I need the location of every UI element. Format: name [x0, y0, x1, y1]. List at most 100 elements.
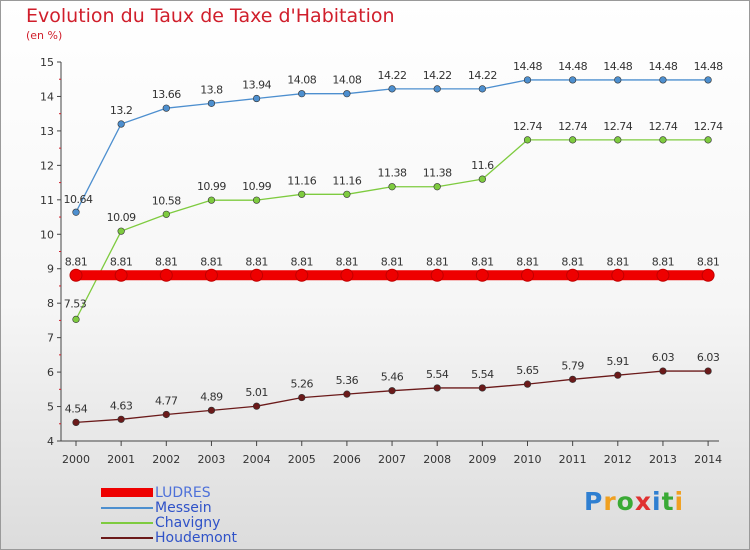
data-label: 14.08: [332, 74, 361, 87]
data-label: 5.79: [561, 359, 584, 372]
x-tick-label: 2005: [288, 453, 316, 466]
data-label: 8.81: [471, 255, 494, 268]
y-tick-label: 12: [40, 159, 54, 172]
data-label: 8.81: [200, 255, 223, 268]
data-label: 8.81: [516, 255, 539, 268]
data-label: 12.74: [513, 120, 542, 133]
data-point: [298, 393, 306, 402]
data-label: 8.81: [697, 255, 720, 268]
y-tick-label: 11: [40, 194, 54, 207]
y-tick-label: 13: [40, 125, 54, 138]
data-point: [114, 268, 128, 282]
data-label: 5.26: [291, 378, 314, 391]
data-point: [611, 268, 625, 282]
data-label: 8.81: [426, 255, 449, 268]
data-point: [701, 268, 715, 282]
data-point: [569, 375, 577, 383]
x-tick-label: 2007: [378, 453, 406, 466]
data-point: [704, 76, 712, 84]
data-point: [659, 136, 667, 144]
legend-swatch: [101, 537, 153, 539]
logo-letter: i: [674, 487, 685, 516]
data-label: 14.22: [423, 69, 452, 82]
data-point: [117, 415, 125, 423]
data-point: [298, 190, 306, 198]
data-label: 5.54: [426, 368, 449, 381]
data-label: 8.81: [381, 255, 404, 268]
data-point: [433, 85, 441, 93]
x-tick-label: 2012: [604, 453, 632, 466]
data-label: 8.81: [65, 255, 88, 268]
data-point: [72, 315, 80, 323]
x-tick-label: 2002: [152, 453, 180, 466]
chart-unit: (en %): [26, 29, 63, 42]
legend-item-houdemont: Houdemont: [101, 530, 361, 546]
data-point: [72, 208, 80, 216]
legend-swatch: [101, 488, 153, 497]
data-label: 11.16: [287, 174, 316, 187]
x-tick-label: 2010: [514, 453, 542, 466]
x-tick-label: 2003: [197, 453, 225, 466]
data-label: 14.08: [287, 74, 316, 87]
y-tick-label: 6: [47, 366, 54, 379]
data-label: 4.77: [155, 394, 178, 407]
data-point: [69, 268, 83, 282]
data-label: 11.16: [332, 174, 361, 187]
data-point: [72, 418, 80, 426]
data-label: 10.99: [197, 180, 226, 193]
data-label: 14.48: [513, 60, 542, 73]
legend-item-chavigny: Chavigny: [101, 515, 361, 531]
data-label: 6.03: [652, 351, 675, 364]
legend-label: Chavigny: [155, 515, 221, 531]
data-label: 7.53: [64, 297, 87, 310]
data-label: 10.09: [107, 211, 136, 224]
data-point: [659, 367, 667, 375]
data-point: [253, 94, 261, 103]
data-point: [659, 76, 667, 84]
legend-item-ludres: LUDRES: [101, 485, 361, 501]
data-label: 13.66: [152, 88, 181, 101]
x-tick-label: 2011: [559, 453, 587, 466]
data-point: [433, 384, 441, 392]
data-point: [162, 210, 170, 218]
x-tick-label: 2014: [694, 453, 722, 466]
data-point: [295, 268, 309, 282]
logo-letter: o: [616, 487, 635, 516]
data-point: [430, 268, 444, 282]
data-label: 14.22: [468, 69, 497, 82]
data-point: [704, 367, 712, 375]
x-tick-label: 2000: [62, 453, 90, 466]
legend-label: Messein: [155, 500, 212, 516]
data-point: [340, 268, 354, 282]
data-label: 10.99: [242, 180, 271, 193]
data-point: [250, 268, 264, 282]
data-label: 12.74: [558, 120, 587, 133]
logo-letter: i: [652, 487, 662, 516]
chart-legend: LUDRES Messein Chavigny Houdemont: [101, 485, 361, 546]
data-point: [117, 227, 125, 235]
data-label: 11.38: [423, 167, 452, 180]
data-point: [566, 268, 580, 282]
data-label: 8.81: [652, 255, 675, 268]
x-tick-label: 2004: [243, 453, 271, 466]
data-label: 12.74: [603, 120, 632, 133]
data-point: [162, 410, 170, 419]
data-label: 13.2: [110, 104, 133, 117]
data-point: [388, 183, 396, 191]
data-label: 10.64: [64, 193, 93, 206]
data-point: [614, 76, 622, 84]
data-point: [207, 406, 216, 414]
data-point: [343, 390, 351, 398]
data-label: 5.54: [471, 368, 494, 381]
logo-letter: x: [634, 487, 652, 516]
data-point: [385, 268, 399, 282]
data-label: 12.74: [694, 120, 723, 133]
data-point: [159, 268, 173, 282]
x-tick-label: 2009: [468, 453, 496, 466]
x-tick-label: 2008: [423, 453, 451, 466]
data-label: 14.48: [603, 60, 632, 73]
data-label: 6.03: [697, 351, 720, 364]
data-point: [523, 76, 532, 84]
y-tick-label: 10: [40, 228, 54, 241]
